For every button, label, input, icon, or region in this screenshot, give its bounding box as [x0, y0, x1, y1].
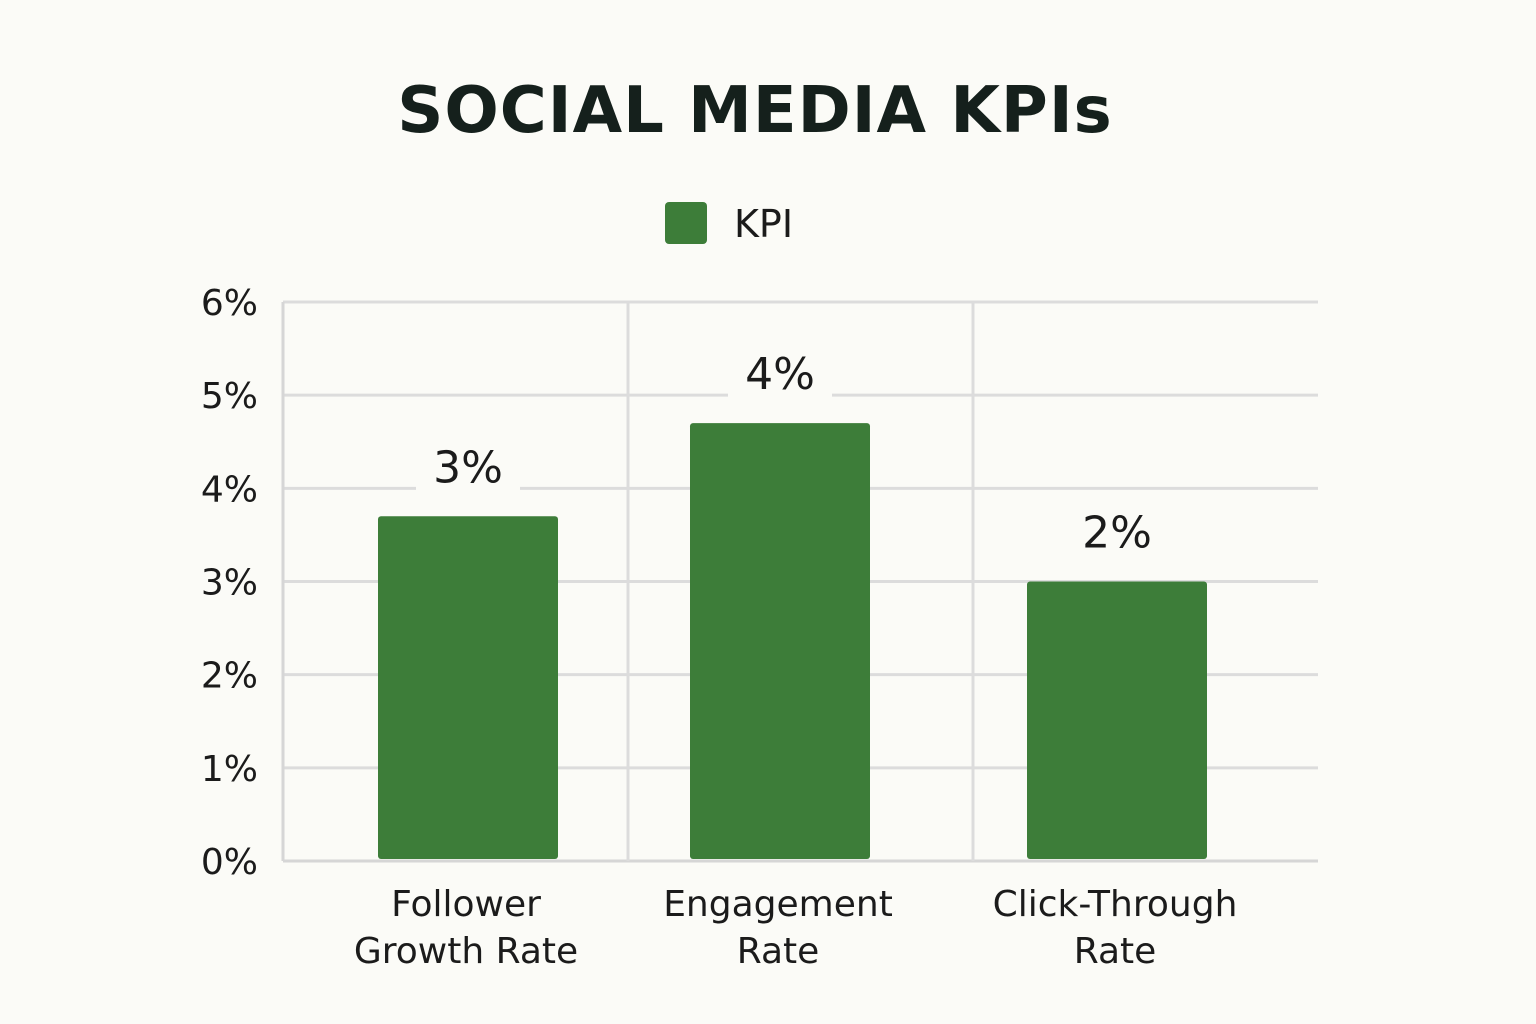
x-tick-label: Follower [391, 884, 541, 925]
y-tick-label: 3% [201, 563, 258, 604]
y-tick-label: 6% [201, 283, 258, 324]
legend-swatch [665, 202, 707, 244]
bars: 3% 4% 2% [378, 345, 1207, 859]
data-label-background [1065, 503, 1169, 560]
x-axis-ticks: Follower Growth Rate Engagement Rate Click-T… [354, 884, 1238, 972]
y-tick-label: 0% [201, 842, 258, 883]
y-tick-label: 5% [201, 376, 258, 417]
bar [378, 516, 558, 859]
bar [1027, 581, 1207, 859]
x-tick-label: Rate [737, 931, 820, 972]
legend: KPI [665, 202, 793, 246]
y-tick-label: 4% [201, 469, 258, 510]
x-tick-label: Rate [1074, 931, 1157, 972]
data-label-background [728, 345, 832, 402]
y-tick-label: 1% [201, 749, 258, 790]
x-tick-label: Engagement [663, 884, 893, 925]
data-label: 3% [433, 442, 503, 493]
x-tick-label: Click-Through [993, 884, 1238, 925]
x-tick-label: Growth Rate [354, 931, 578, 972]
data-label: 4% [745, 349, 815, 400]
chart-title: SOCIAL MEDIA KPIs [397, 74, 1112, 148]
data-label: 2% [1082, 508, 1152, 559]
y-tick-label: 2% [201, 656, 258, 697]
y-axis-ticks: 0% 1% 2% 3% 4% 5% 6% [201, 283, 258, 883]
bar [690, 423, 870, 859]
data-label-background [416, 438, 520, 495]
legend-label: KPI [734, 202, 793, 246]
